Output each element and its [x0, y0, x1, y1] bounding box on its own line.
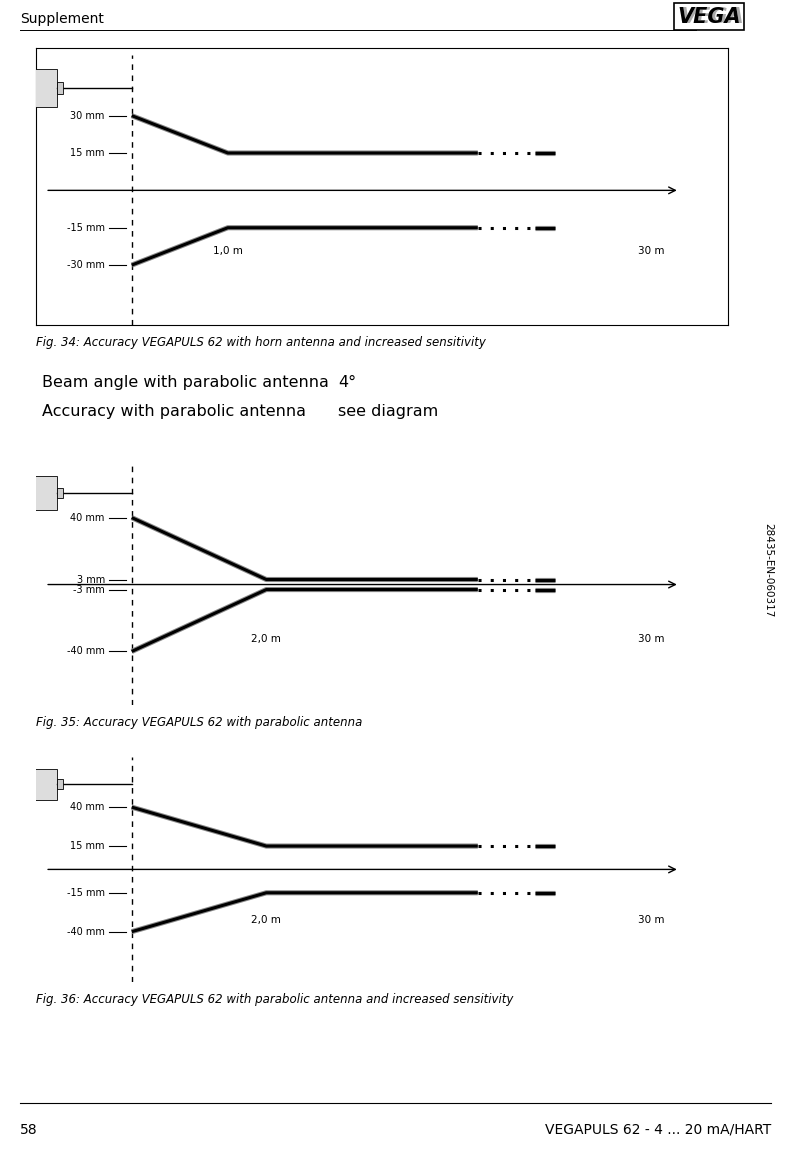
- Text: 30 mm: 30 mm: [70, 111, 104, 121]
- Text: Accuracy with parabolic antenna: Accuracy with parabolic antenna: [43, 403, 306, 419]
- Text: 40 mm: 40 mm: [70, 802, 104, 812]
- Text: Beam angle with parabolic antenna: Beam angle with parabolic antenna: [43, 374, 329, 389]
- Text: 40 mm: 40 mm: [70, 513, 104, 523]
- Text: 2,0 m: 2,0 m: [252, 634, 282, 644]
- FancyBboxPatch shape: [30, 476, 57, 509]
- Text: 4°: 4°: [339, 374, 356, 389]
- Text: 30 m: 30 m: [638, 634, 664, 644]
- FancyBboxPatch shape: [30, 768, 57, 799]
- FancyBboxPatch shape: [57, 779, 63, 789]
- FancyBboxPatch shape: [57, 82, 63, 94]
- Text: -15 mm: -15 mm: [66, 888, 104, 897]
- Text: VEGA: VEGA: [680, 7, 744, 28]
- Text: 30 m: 30 m: [638, 915, 664, 925]
- Text: Fig. 36: Accuracy VEGAPULS 62 with parabolic antenna and increased sensitivity: Fig. 36: Accuracy VEGAPULS 62 with parab…: [36, 993, 513, 1006]
- Text: Supplement: Supplement: [20, 12, 104, 26]
- Text: 1,0 m: 1,0 m: [213, 245, 243, 256]
- FancyBboxPatch shape: [30, 69, 57, 107]
- FancyBboxPatch shape: [57, 487, 63, 499]
- Text: 15 mm: 15 mm: [70, 147, 104, 158]
- Text: VEGA: VEGA: [677, 7, 740, 26]
- Text: 30 m: 30 m: [638, 245, 664, 256]
- Text: 58: 58: [20, 1123, 37, 1137]
- Text: 3 mm: 3 mm: [77, 575, 104, 584]
- Text: -15 mm: -15 mm: [66, 222, 104, 233]
- Text: Fig. 35: Accuracy VEGAPULS 62 with parabolic antenna: Fig. 35: Accuracy VEGAPULS 62 with parab…: [36, 717, 362, 729]
- Text: VEGA: VEGA: [677, 7, 740, 26]
- Text: -3 mm: -3 mm: [73, 584, 104, 594]
- Text: -40 mm: -40 mm: [67, 926, 104, 937]
- Text: VEGAPULS 62 - 4 ... 20 mA/HART: VEGAPULS 62 - 4 ... 20 mA/HART: [545, 1123, 771, 1137]
- Text: -40 mm: -40 mm: [67, 646, 104, 657]
- Text: 28435-EN-060317: 28435-EN-060317: [763, 523, 773, 617]
- Text: Fig. 34: Accuracy VEGAPULS 62 with horn antenna and increased sensitivity: Fig. 34: Accuracy VEGAPULS 62 with horn …: [36, 336, 486, 349]
- Text: 2,0 m: 2,0 m: [252, 915, 282, 925]
- Text: -30 mm: -30 mm: [67, 260, 104, 270]
- Text: see diagram: see diagram: [339, 403, 438, 419]
- Text: 15 mm: 15 mm: [70, 841, 104, 851]
